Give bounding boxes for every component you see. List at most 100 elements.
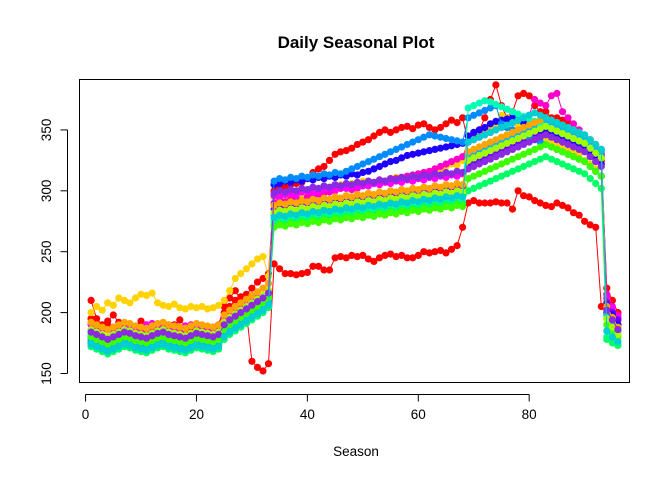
data-point (276, 187, 284, 195)
data-point (464, 199, 472, 207)
x-tick-label: 20 (189, 407, 204, 422)
data-point (569, 126, 578, 134)
data-point (154, 299, 162, 307)
data-point (93, 343, 101, 351)
data-point (331, 181, 339, 189)
data-point (287, 210, 295, 218)
data-point (303, 173, 311, 181)
data-point (481, 114, 489, 122)
data-point (170, 344, 178, 352)
data-point (165, 302, 173, 311)
data-point (281, 176, 289, 184)
data-point (453, 179, 461, 188)
data-point (398, 143, 406, 151)
data-point (508, 155, 517, 163)
data-point (586, 136, 594, 144)
data-point (215, 330, 223, 339)
data-point (87, 309, 95, 317)
data-point (569, 153, 578, 161)
data-point (209, 323, 217, 331)
data-point (420, 171, 428, 179)
data-point (514, 116, 522, 124)
data-point (270, 189, 278, 197)
data-point (442, 193, 450, 201)
data-point (226, 316, 234, 324)
data-point (375, 188, 384, 196)
data-point (508, 137, 517, 145)
series-15 (87, 131, 622, 343)
data-point (425, 123, 433, 132)
data-point (176, 316, 184, 324)
data-point (264, 360, 273, 368)
data-point (492, 81, 500, 89)
data-point (381, 189, 389, 197)
data-point (608, 323, 617, 331)
data-point (276, 175, 284, 183)
data-point (442, 181, 450, 189)
data-point (481, 131, 489, 139)
data-point (492, 198, 500, 206)
data-point (331, 215, 339, 223)
data-point (226, 306, 234, 314)
data-point (508, 108, 517, 116)
data-point (281, 270, 289, 278)
data-point (359, 168, 367, 177)
data-point (592, 179, 600, 188)
data-point (142, 346, 151, 354)
data-point (414, 251, 422, 259)
x-tick-label: 0 (82, 407, 90, 422)
data-point (187, 322, 195, 330)
data-point (298, 172, 306, 180)
data-point (409, 138, 417, 146)
data-point (603, 335, 611, 343)
data-point (453, 167, 461, 175)
data-point (159, 301, 167, 309)
data-point (120, 340, 128, 348)
data-point (520, 89, 528, 97)
data-point (453, 201, 461, 209)
data-point (553, 127, 561, 135)
data-point (386, 199, 395, 207)
data-point (442, 120, 450, 128)
data-point (569, 209, 578, 217)
data-point (403, 140, 411, 149)
data-point (176, 323, 184, 331)
data-point (248, 357, 256, 365)
x-axis-label: Season (333, 444, 379, 459)
data-point (353, 171, 361, 179)
data-point (281, 200, 289, 208)
data-point (248, 284, 256, 292)
data-point (109, 333, 117, 341)
data-point (486, 147, 494, 155)
data-point (442, 134, 450, 143)
data-point (192, 341, 201, 350)
data-point (597, 302, 605, 311)
data-point (398, 186, 406, 194)
data-point (154, 329, 162, 337)
data-point (553, 199, 561, 207)
data-point (137, 345, 145, 353)
data-point (392, 145, 400, 153)
y-tick-label: 200 (39, 301, 54, 324)
data-point (198, 321, 206, 329)
data-point (115, 321, 123, 329)
data-point (531, 158, 539, 166)
data-point (514, 165, 522, 173)
data-point (403, 122, 411, 130)
data-point (303, 186, 311, 194)
data-point (353, 212, 361, 220)
data-point (481, 179, 489, 188)
data-point (348, 144, 356, 152)
data-point (492, 136, 500, 144)
data-point (603, 306, 611, 314)
data-point (486, 128, 494, 136)
data-point (237, 270, 245, 278)
data-point (364, 136, 372, 144)
data-point (569, 143, 578, 151)
data-point (242, 305, 250, 313)
data-point (536, 125, 544, 133)
data-point (154, 341, 162, 350)
data-point (253, 310, 262, 318)
data-point (353, 203, 361, 211)
data-point (486, 104, 494, 112)
